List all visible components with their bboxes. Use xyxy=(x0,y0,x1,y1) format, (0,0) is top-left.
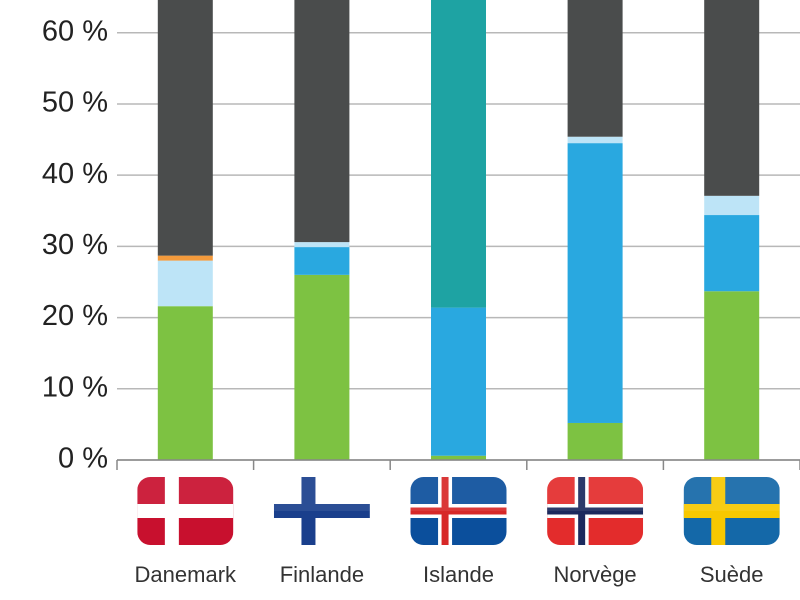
flag-body xyxy=(137,477,234,545)
flag-body xyxy=(547,477,644,545)
flag-shine xyxy=(410,477,507,511)
bar-segment xyxy=(294,0,350,243)
flag-body xyxy=(410,477,507,545)
flag-inner-h xyxy=(410,507,507,515)
bar-segment xyxy=(567,136,623,144)
y-tick-label: 40 % xyxy=(42,158,108,190)
flag-shine xyxy=(683,477,780,511)
bar-segment xyxy=(294,247,350,275)
bar-segment xyxy=(157,255,213,261)
bar-segment xyxy=(157,260,213,307)
y-tick-label: 30 % xyxy=(42,229,108,261)
bar-segment xyxy=(704,215,760,292)
x-tick-label: Finlande xyxy=(280,562,364,587)
y-tick-label: 20 % xyxy=(42,300,108,332)
flag-inner-h xyxy=(547,507,644,515)
bar-segment xyxy=(704,0,760,196)
bar-segment xyxy=(294,242,350,248)
x-tick-label: Suède xyxy=(700,562,764,587)
bar-segment xyxy=(431,455,486,460)
flag-shine xyxy=(137,477,234,511)
flag-icon xyxy=(547,477,644,545)
bar-segment xyxy=(567,143,623,423)
bar-segment xyxy=(157,306,213,460)
flag-icon xyxy=(410,477,507,545)
bar-segment xyxy=(294,274,350,460)
bar-segment xyxy=(704,195,760,216)
flag-cross-h xyxy=(273,504,370,518)
bar-segment xyxy=(431,307,486,456)
bar-segment xyxy=(157,0,213,256)
flag-icon xyxy=(137,477,234,545)
x-tick-label: Danemark xyxy=(135,562,237,587)
y-tick-label: 10 % xyxy=(42,371,108,403)
flag-cross-h xyxy=(683,504,780,518)
y-tick-label: 0 % xyxy=(58,443,108,475)
bar-segment xyxy=(567,0,623,137)
bars xyxy=(157,0,760,460)
flag-cross-h xyxy=(137,504,234,518)
foreground: 0 % 10 % 20 % 30 % 40 % 50 % 60 % Danemark Finla… xyxy=(42,15,800,587)
flag-icon xyxy=(683,477,780,545)
x-tick-label: Islande xyxy=(423,562,494,587)
bar-segment xyxy=(704,291,760,460)
y-tick-label: 50 % xyxy=(42,87,108,119)
flag-shine xyxy=(547,477,644,511)
flag-shine xyxy=(273,477,370,511)
bar-segment xyxy=(567,422,623,460)
flag-body xyxy=(683,477,780,545)
flag-body xyxy=(273,477,370,545)
y-tick-label: 60 % xyxy=(42,15,108,47)
bar-segment xyxy=(431,0,486,308)
x-tick-label: Norvège xyxy=(554,562,637,587)
flag-icon xyxy=(273,477,370,545)
